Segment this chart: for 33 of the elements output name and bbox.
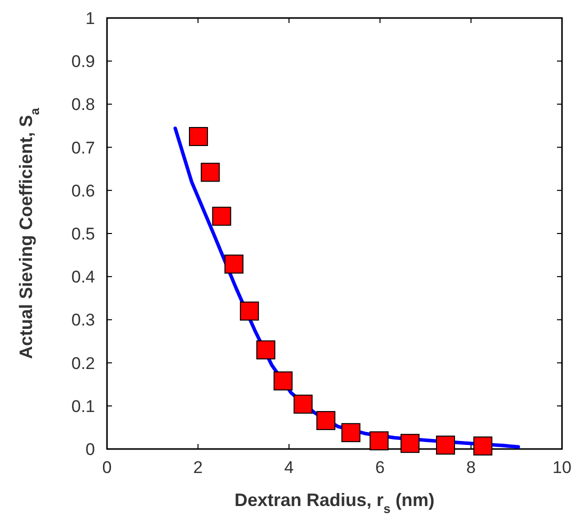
x-tick-label: 8: [466, 458, 476, 477]
y-tick-label: 0.3: [71, 310, 95, 330]
x-tick-label: 4: [284, 458, 294, 477]
x-tick-label: 2: [193, 458, 203, 477]
x-tick-label: 0: [102, 458, 112, 477]
y-tick-label: 0.9: [71, 52, 95, 72]
point: [370, 431, 389, 450]
point: [188, 127, 208, 146]
point: [316, 411, 336, 430]
y-tick-label: 0.8: [71, 95, 95, 114]
point: [294, 394, 313, 414]
point: [341, 423, 360, 442]
x-axis-title: Dextran Radius, r$_{s}$ (nm): [234, 490, 435, 516]
point: [473, 436, 492, 456]
y-tick-label: 0.4: [71, 268, 95, 287]
point: [436, 436, 456, 455]
line-series: [174, 126, 520, 449]
point: [240, 302, 259, 321]
point: [400, 434, 420, 453]
y-tick-label: 0: [86, 440, 95, 459]
y-tick-label: 1: [86, 9, 95, 28]
y-tick-label: 0.2: [71, 354, 95, 373]
y-tick-label: 0.7: [71, 138, 95, 158]
y-tick-label: 0.5: [71, 224, 95, 244]
point: [224, 254, 244, 274]
point: [274, 371, 293, 390]
y-tick-label: 0.1: [71, 396, 95, 416]
y-tick-label: 0.6: [71, 181, 95, 200]
point: [200, 162, 220, 182]
point: [212, 206, 232, 226]
point: [256, 340, 276, 360]
x-tick-label: 6: [375, 458, 385, 477]
x-tick-label: 10: [552, 458, 572, 477]
